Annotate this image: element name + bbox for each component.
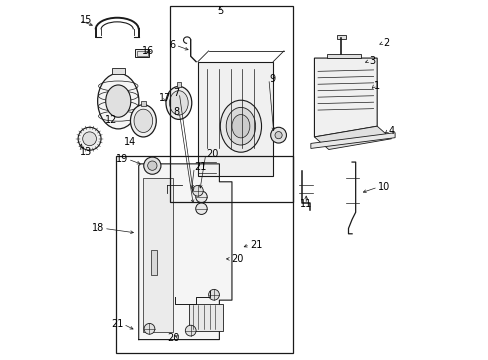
Bar	[136, 50, 148, 55]
Text: 21: 21	[111, 319, 123, 329]
Text: 14: 14	[124, 137, 136, 147]
Text: 16: 16	[141, 46, 153, 56]
Text: 2: 2	[382, 38, 388, 48]
Circle shape	[147, 161, 157, 170]
Text: 20: 20	[230, 254, 243, 264]
Ellipse shape	[169, 91, 188, 115]
Bar	[188, 304, 223, 330]
Ellipse shape	[98, 73, 139, 129]
Text: 19: 19	[116, 154, 128, 164]
Bar	[116, 156, 292, 353]
Circle shape	[270, 127, 286, 143]
Circle shape	[274, 132, 282, 139]
Circle shape	[185, 325, 196, 336]
Text: 13: 13	[80, 147, 92, 157]
Circle shape	[78, 127, 101, 150]
Circle shape	[143, 157, 161, 174]
Text: 4: 4	[388, 126, 394, 135]
Bar	[336, 35, 346, 40]
Bar	[112, 68, 124, 74]
Polygon shape	[139, 164, 231, 339]
Text: 7: 7	[173, 88, 179, 98]
Ellipse shape	[134, 109, 152, 132]
Text: 9: 9	[268, 74, 274, 84]
Text: 11: 11	[300, 199, 312, 210]
Ellipse shape	[105, 85, 131, 117]
Circle shape	[208, 289, 219, 300]
Circle shape	[195, 191, 207, 203]
Circle shape	[192, 185, 203, 196]
Text: 6: 6	[169, 40, 175, 50]
Circle shape	[82, 132, 96, 146]
Text: 8: 8	[173, 107, 179, 117]
Polygon shape	[314, 58, 376, 137]
Text: 18: 18	[91, 224, 104, 233]
Polygon shape	[314, 126, 391, 149]
Circle shape	[195, 203, 207, 215]
Text: 20: 20	[166, 333, 179, 343]
Bar	[198, 62, 273, 176]
Ellipse shape	[220, 100, 261, 152]
Bar	[141, 101, 145, 106]
Text: 21: 21	[249, 239, 262, 249]
Ellipse shape	[231, 114, 249, 138]
Ellipse shape	[226, 107, 255, 145]
Text: 5: 5	[217, 6, 223, 16]
Bar	[326, 54, 360, 58]
Bar	[142, 178, 173, 332]
Text: 21: 21	[194, 162, 206, 172]
Bar	[151, 250, 156, 275]
Ellipse shape	[165, 86, 191, 120]
Text: 20: 20	[205, 149, 218, 159]
Text: 3: 3	[368, 56, 375, 66]
Text: 12: 12	[105, 115, 117, 125]
Circle shape	[144, 323, 155, 334]
Ellipse shape	[130, 105, 156, 137]
Text: 17: 17	[159, 93, 171, 103]
Text: 15: 15	[80, 15, 92, 26]
Bar	[176, 82, 181, 87]
Text: 10: 10	[377, 182, 389, 192]
Polygon shape	[310, 133, 394, 148]
Bar	[169, 6, 292, 202]
Bar	[135, 49, 149, 57]
Text: 1: 1	[373, 81, 380, 91]
